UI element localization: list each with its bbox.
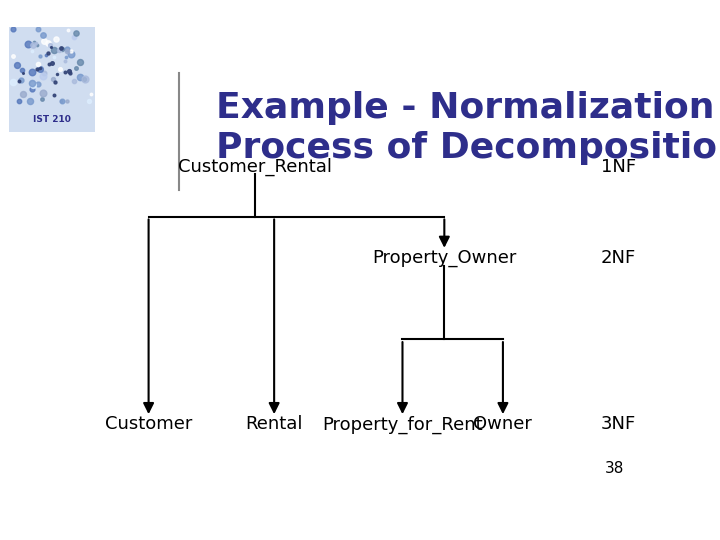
Text: 2NF: 2NF: [600, 249, 636, 267]
Text: 1NF: 1NF: [600, 158, 636, 176]
Text: IST 210: IST 210: [33, 115, 71, 124]
Text: Customer: Customer: [105, 415, 192, 434]
Text: 3NF: 3NF: [600, 415, 636, 434]
Text: Owner: Owner: [474, 415, 532, 434]
Text: Rental: Rental: [246, 415, 303, 434]
Text: Process of Decomposition: Process of Decomposition: [215, 131, 720, 165]
Text: Property_for_Rent: Property_for_Rent: [322, 415, 483, 434]
FancyBboxPatch shape: [9, 27, 95, 132]
Text: Property_Owner: Property_Owner: [372, 249, 516, 267]
Text: Example - Normalization: Example - Normalization: [215, 91, 714, 125]
Text: Customer_Rental: Customer_Rental: [178, 158, 332, 176]
Text: 38: 38: [605, 462, 624, 476]
